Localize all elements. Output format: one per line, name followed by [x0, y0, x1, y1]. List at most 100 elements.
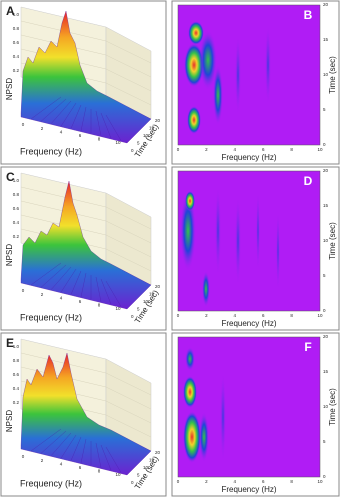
y-tick-label: 1.0	[13, 12, 20, 17]
x-tick-label: 0	[177, 313, 180, 318]
y-tick-label: 20	[323, 2, 329, 7]
ridge	[60, 434, 77, 459]
panel: E NPSD 0.2 0.4 0.6 0.8 1.0 0 2 4 6 8 10 Frequency (Hz…	[0, 332, 167, 497]
power-blob	[185, 347, 195, 371]
z-tick-label: 20	[155, 118, 161, 123]
x-tick-label: 0	[177, 147, 180, 152]
x-tick-label: 2	[41, 292, 44, 297]
y-tick-label: 0.4	[13, 54, 20, 59]
x-tick-label: 8	[98, 469, 101, 474]
y-tick-label: 0.8	[13, 192, 20, 197]
ridge	[80, 106, 87, 132]
x-tick-label: 6	[79, 133, 82, 138]
x-axis-label: Frequency (Hz)	[221, 485, 276, 494]
ridge	[30, 96, 62, 120]
y-tick-label: 15	[323, 203, 329, 208]
panel: C NPSD 0.2 0.4 0.6 0.8 1.0 0 2 4 6 8 10 Frequency (Hz…	[0, 166, 167, 331]
y-axis-label: NPSD	[5, 410, 14, 432]
ridge	[95, 276, 102, 302]
plot-frame	[177, 170, 321, 312]
power-blob	[188, 21, 204, 45]
power-blob	[220, 372, 226, 462]
y-tick-label: 10	[323, 72, 329, 77]
power-blob	[185, 191, 195, 211]
wall-grid	[20, 214, 152, 258]
x-tick-label: 0	[22, 122, 25, 127]
z-tick-label: 15	[149, 458, 155, 463]
ridge	[60, 102, 77, 127]
power-blob	[276, 211, 280, 291]
x-tick-label: 10	[317, 479, 323, 484]
surface	[20, 180, 152, 310]
wall-grid	[20, 186, 152, 230]
y-tick-label: 5	[323, 273, 326, 278]
z-tick-label: 20	[155, 450, 161, 455]
x-tick-label: 0	[177, 479, 180, 484]
spectrogram-bg	[178, 171, 320, 311]
x-tick-label: 6	[262, 479, 265, 484]
x-tick-label: 4	[60, 461, 63, 466]
y-tick-label: 20	[323, 334, 329, 339]
panel: A NPSD 0.2 0.4 0.6 0.8 1.0 0 2 4 6 8 10 Frequency (Hz…	[0, 0, 167, 165]
power-blob	[199, 30, 217, 90]
power-blob	[265, 25, 271, 105]
ridge	[50, 432, 72, 456]
power-blob	[256, 191, 260, 271]
x-tick-label: 8	[98, 303, 101, 308]
ridge	[70, 270, 82, 295]
power-blob	[183, 376, 197, 408]
wall-grid	[20, 34, 152, 78]
x-tick-label: 4	[234, 147, 237, 152]
panel: D 0 5 10 15 20 Time (sec) 0 2 4 6 8 10 Frequency (Hz)	[171, 166, 340, 331]
ridge	[105, 280, 122, 307]
y-tick-label: 10	[323, 238, 329, 243]
y-tick-label: 0.2	[13, 234, 20, 239]
panel-letter: B	[304, 8, 313, 22]
plot-area	[178, 5, 320, 145]
x-axis-label: Frequency (Hz)	[20, 146, 82, 156]
x-tick-label: 0	[22, 454, 25, 459]
x-tick-label: 2	[205, 147, 208, 152]
power-blob	[235, 196, 241, 286]
x-tick-label: 4	[234, 479, 237, 484]
panel: F 0 5 10 15 20 Time (sec) 0 2 4 6 8 10 Frequency (Hz)	[171, 332, 340, 497]
panel-letter: F	[304, 340, 311, 354]
x-tick-label: 8	[290, 147, 293, 152]
y-tick-label: 10	[323, 404, 329, 409]
ridge	[80, 272, 87, 298]
power-blob	[183, 411, 201, 463]
z-tick-label: 5	[137, 141, 140, 146]
ridge	[50, 266, 72, 290]
ridge	[60, 268, 77, 293]
y-tick-label: 1.0	[13, 178, 20, 183]
ridge	[30, 428, 62, 452]
panel-letter: D	[304, 174, 313, 188]
plot-area	[178, 337, 320, 477]
x-tick-label: 2	[205, 479, 208, 484]
y-axis-label: NPSD	[5, 78, 14, 100]
plot-frame	[177, 336, 321, 478]
x-tick-label: 2	[41, 126, 44, 131]
y-axis-label: Time (sec)	[328, 222, 337, 260]
x-tick-label: 8	[98, 137, 101, 142]
y-tick-label: 0.6	[13, 40, 20, 45]
z-tick-label: 10	[143, 133, 149, 138]
x-tick-label: 10	[115, 140, 121, 145]
wall-grid	[20, 20, 152, 64]
panel-letter: A	[6, 4, 15, 18]
y-tick-label: 0.2	[13, 400, 20, 405]
y-tick-label: 0.8	[13, 358, 20, 363]
x-tick-label: 2	[41, 458, 44, 463]
x-tick-label: 8	[290, 479, 293, 484]
ridge	[40, 430, 67, 454]
y-tick-label: 0	[323, 142, 326, 147]
y-axis-label: NPSD	[5, 244, 14, 266]
y-tick-label: 0.4	[13, 386, 20, 391]
y-tick-label: 0.6	[13, 206, 20, 211]
ridge	[30, 262, 62, 286]
x-tick-label: 10	[317, 313, 323, 318]
y-tick-label: 1.0	[13, 344, 20, 349]
z-tick-label: 5	[137, 473, 140, 478]
ridge	[105, 446, 122, 473]
z-tick-label: 15	[149, 126, 155, 131]
